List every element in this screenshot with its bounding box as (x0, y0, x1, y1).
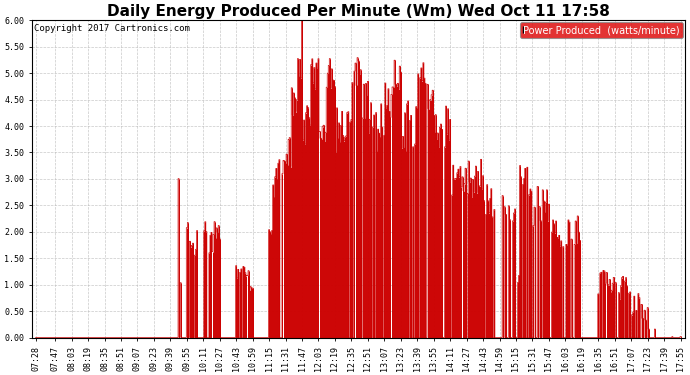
Text: Copyright 2017 Cartronics.com: Copyright 2017 Cartronics.com (34, 24, 190, 33)
Title: Daily Energy Produced Per Minute (Wm) Wed Oct 11 17:58: Daily Energy Produced Per Minute (Wm) We… (107, 4, 610, 19)
Legend: Power Produced  (watts/minute): Power Produced (watts/minute) (520, 22, 683, 38)
